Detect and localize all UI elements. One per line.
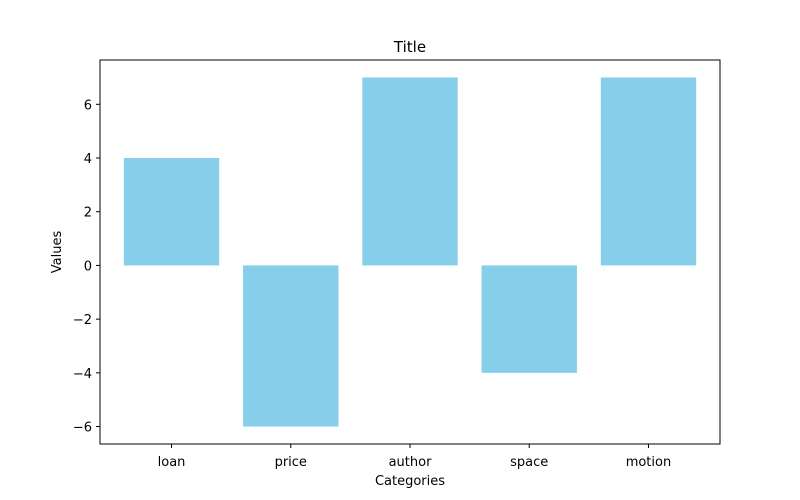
y-tick-label: −2 <box>73 313 92 328</box>
bar-motion <box>600 77 697 266</box>
x-axis-label: Categories <box>375 474 445 489</box>
bars-group <box>123 77 697 427</box>
y-tick-label: 2 <box>84 206 92 221</box>
y-axis: −6 −4 −2 0 2 4 6 <box>73 98 100 436</box>
x-axis: loan price author space motion <box>158 444 672 470</box>
y-tick-label: 4 <box>84 152 92 167</box>
x-tick-label: loan <box>158 455 186 470</box>
x-tick-label: space <box>510 455 548 470</box>
x-tick-label: motion <box>626 455 672 470</box>
x-tick-label: author <box>389 455 432 470</box>
bar-price <box>243 265 339 427</box>
bar-space <box>481 265 577 373</box>
chart-title: Title <box>393 38 426 56</box>
x-tick-label: price <box>275 455 307 470</box>
y-tick-label: −4 <box>73 367 92 382</box>
y-tick-label: −6 <box>73 421 92 436</box>
bar-loan <box>123 158 220 266</box>
y-axis-label: Values <box>50 231 65 274</box>
y-tick-label: 6 <box>84 98 92 113</box>
bar-author <box>362 77 458 266</box>
y-tick-label: 0 <box>84 259 92 274</box>
